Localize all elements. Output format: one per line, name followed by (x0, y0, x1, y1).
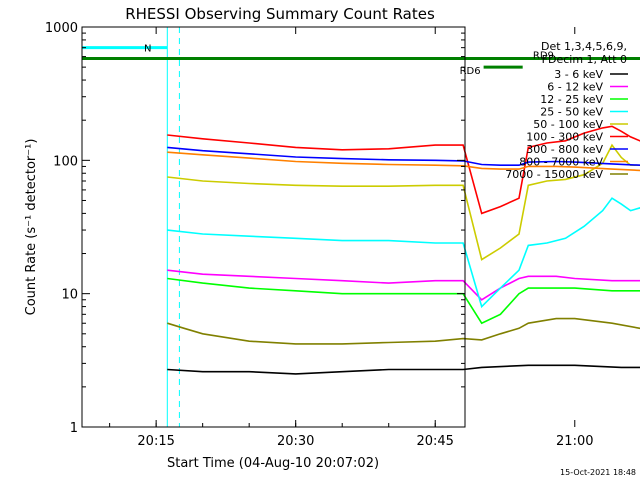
y-tick-label: 100 (53, 154, 78, 169)
decimation-label: RD6 (460, 66, 481, 77)
legend-entry-label: 100 - 300 keV (526, 131, 603, 144)
series-line (167, 277, 640, 325)
legend: Det 1,3,4,5,6,9, FDecim 1, Att 0 3 - 6 k… (505, 40, 628, 181)
series-line (167, 269, 640, 301)
y-tick-label: 1000 (45, 21, 78, 36)
legend-entry-label: 6 - 12 keV (547, 81, 603, 94)
y-axis-label: Count Rate (s⁻¹ detector⁻¹) (24, 139, 39, 316)
series-line (167, 146, 640, 167)
y-axis-ticks: 1 10 100 1000 (45, 21, 465, 436)
plot-frame (81, 26, 466, 428)
y-tick-label: 1 (70, 421, 78, 436)
y-tick-label: 10 (61, 288, 78, 303)
decimation-label: RD9 (533, 51, 554, 62)
legend-entry-label: 800 - 7000 keV (519, 156, 603, 169)
legend-entry-label: 50 - 100 keV (533, 118, 603, 131)
legend-entry-label: 7000 - 15000 keV (505, 168, 603, 181)
series-line (167, 317, 640, 345)
legend-entry-label: 300 - 800 keV (526, 143, 603, 156)
legend-entry-label: 3 - 6 keV (554, 68, 603, 81)
x-tick-label: 20:15 (137, 434, 174, 449)
plot-overlays: NSRD9RD6 (82, 27, 640, 427)
x-tick-label: 20:45 (416, 434, 453, 449)
legend-header-line-2: FDecim 1, Att 0 (542, 53, 627, 66)
x-tick-label: 21:00 (556, 434, 593, 449)
series-line (167, 151, 640, 172)
footer-date: 15-Oct-2021 18:48 (560, 468, 636, 477)
legend-header-line-1: Det 1,3,4,5,6,9, (541, 40, 627, 53)
series-line (167, 125, 640, 215)
series-line (167, 197, 640, 309)
series-line (167, 364, 640, 375)
chart-title: RHESSI Observing Summary Count Rates (125, 5, 435, 23)
x-tick-label: 20:30 (277, 434, 314, 449)
x-axis-label: Start Time (04-Aug-10 20:07:02) (167, 456, 379, 471)
night-label: N (144, 44, 151, 55)
legend-entry-label: 25 - 50 keV (540, 106, 603, 119)
legend-entry-label: 12 - 25 keV (540, 93, 603, 106)
